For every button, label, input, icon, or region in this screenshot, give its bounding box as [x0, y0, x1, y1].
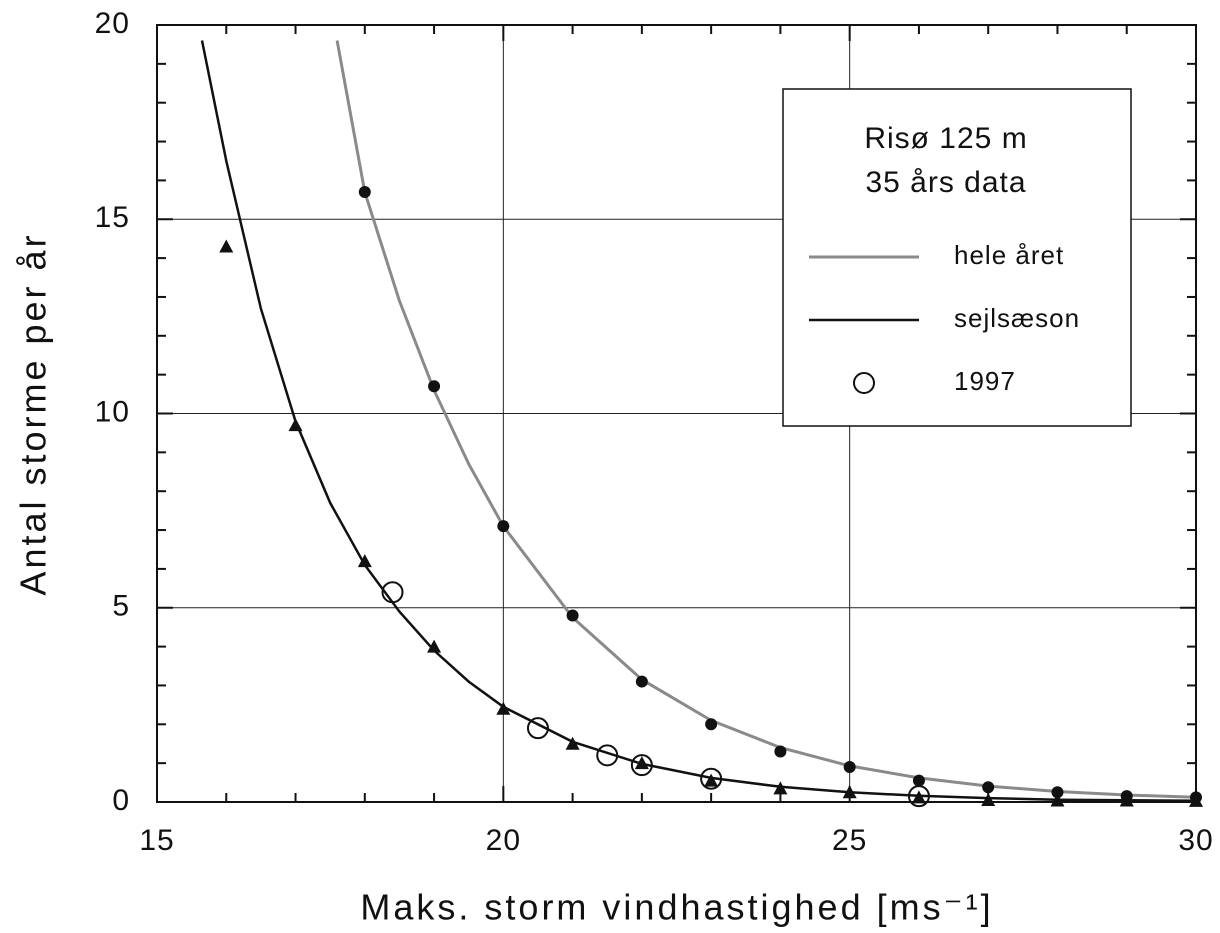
data-point — [357, 554, 372, 568]
data-point — [497, 520, 510, 533]
legend-label: hele året — [954, 240, 1064, 270]
y-tick-label: 20 — [95, 7, 130, 40]
data-point — [1119, 793, 1134, 807]
data-point — [705, 718, 718, 731]
x-tick-label: 15 — [139, 824, 174, 857]
legend-title: 35 års data — [865, 166, 1026, 199]
data-point — [981, 793, 996, 807]
legend-title: Risø 125 m — [864, 122, 1027, 155]
data-point — [853, 372, 875, 394]
data-point — [773, 781, 788, 795]
plot-frame — [156, 24, 1197, 803]
data-point — [566, 609, 579, 622]
data-point — [381, 581, 404, 604]
data-point — [774, 745, 787, 758]
data-point — [700, 767, 723, 790]
data-point — [911, 790, 926, 804]
data-point — [496, 701, 511, 715]
legend-label: sejlsæson — [954, 303, 1080, 333]
data-point — [843, 761, 856, 774]
y-tick-label: 5 — [112, 590, 130, 623]
data-point — [1050, 793, 1065, 807]
data-point — [842, 785, 857, 799]
line-series — [335, 40, 1197, 799]
data-point — [596, 744, 619, 767]
data-point — [635, 675, 648, 688]
data-point — [634, 756, 649, 770]
legend: Risø 125 m 35 års data hele året sejlsæson 1… — [782, 88, 1132, 427]
x-tick-label: 20 — [486, 824, 521, 857]
y-tick-label: 10 — [95, 395, 130, 428]
data-point — [982, 781, 995, 794]
y-tick-label: 15 — [95, 201, 130, 234]
data-point — [704, 773, 719, 787]
data-point — [565, 736, 580, 750]
data-point — [358, 186, 371, 199]
data-point — [427, 639, 442, 653]
legend-label: 1997 — [954, 366, 1016, 396]
data-point — [526, 717, 549, 740]
data-point — [219, 239, 234, 253]
data-point — [428, 380, 441, 393]
x-tick-label: 25 — [832, 824, 867, 857]
data-point — [630, 754, 653, 777]
data-point — [912, 774, 925, 787]
data-point — [1189, 793, 1203, 807]
data-point — [1051, 786, 1064, 799]
data-point — [288, 418, 303, 432]
y-tick-label: 0 — [112, 784, 130, 817]
y-axis-label: Antal storme per år — [13, 232, 54, 595]
x-axis-label: Maks. storm vindhastighed [ms⁻¹] — [360, 887, 993, 928]
data-point — [907, 785, 930, 808]
x-tick-label: 30 — [1178, 824, 1213, 857]
